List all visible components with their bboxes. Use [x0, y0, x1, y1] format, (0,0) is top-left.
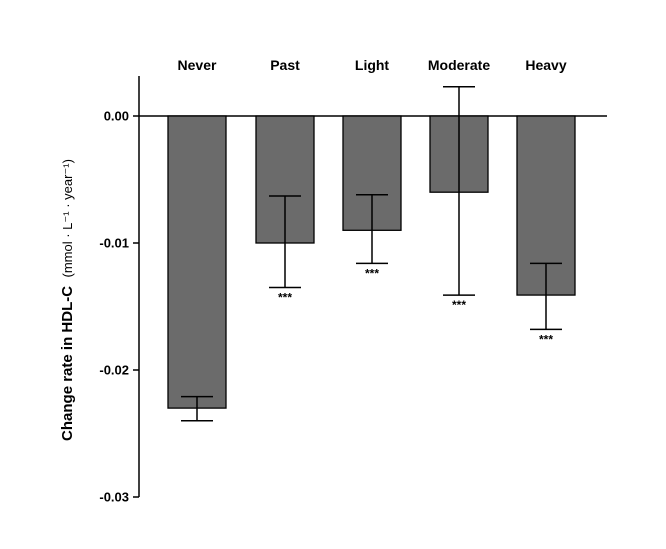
error-bars [181, 86, 562, 422]
y-tick-label: -0.02 [99, 363, 129, 378]
category-label-moderate: Moderate [428, 57, 490, 73]
category-label-never: Never [178, 57, 217, 73]
significance-marker: *** [539, 332, 553, 346]
significance-marker: *** [365, 266, 379, 280]
category-label-heavy: Heavy [525, 57, 566, 73]
y-axis-title-unit: (mmol · L⁻¹ · year⁻¹) [60, 159, 75, 277]
category-label-past: Past [270, 57, 300, 73]
y-axis-ticks: 0.00 -0.01 -0.02 -0.03 [99, 109, 139, 505]
bar-never [167, 115, 227, 409]
y-tick-label: -0.03 [99, 490, 129, 505]
significance-marker: *** [278, 290, 292, 304]
y-tick-label: 0.00 [104, 109, 129, 124]
y-axis-title-main: Change rate in HDL-C [59, 286, 76, 441]
y-axis-title: Change rate in HDL-C (mmol · L⁻¹ · year⁻… [59, 159, 76, 441]
category-label-light: Light [355, 57, 390, 73]
y-tick-label: -0.01 [99, 236, 129, 251]
significance-marker: *** [452, 298, 466, 312]
category-labels: Never Past Light Moderate Heavy [178, 57, 567, 73]
significance-labels: *** *** *** *** [278, 266, 553, 346]
